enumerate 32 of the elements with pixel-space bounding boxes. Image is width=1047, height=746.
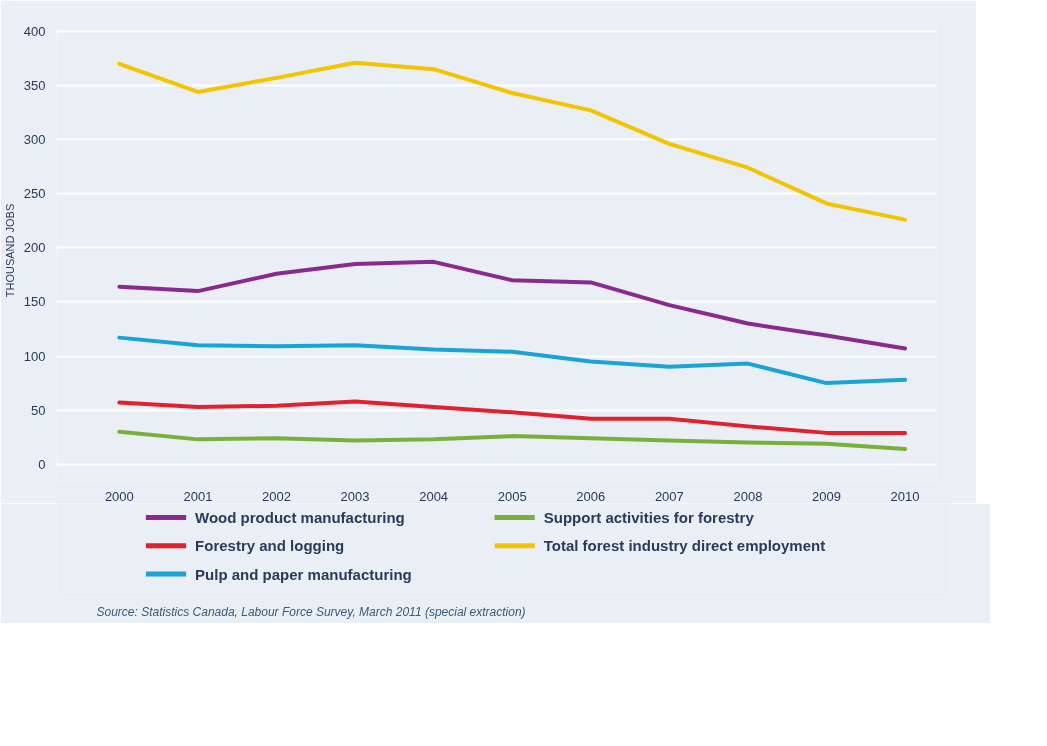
y-tick-label: 300: [23, 132, 46, 148]
line-series: [117, 60, 908, 222]
x-tick-label: 2006: [576, 488, 606, 504]
x-tick-label: 2001: [183, 488, 213, 504]
x-tick-label: 2007: [654, 488, 684, 504]
y-tick-label: 250: [23, 186, 46, 202]
y-axis-title: THOUSAND JOBS: [3, 203, 16, 298]
source-note: Source: Statistics Canada, Labour Force Survey, March 2011 (special extraction): [96, 604, 526, 619]
legend-label: Forestry and logging: [195, 537, 345, 555]
x-tick-label: 2008: [733, 488, 763, 504]
line-series: [117, 335, 908, 386]
line-series: [117, 429, 908, 452]
x-tick-label: 2003: [340, 488, 370, 504]
x-tick-label: 2004: [419, 488, 449, 504]
legend-label: Total forest industry direct employment: [543, 537, 826, 555]
x-tick-label: 2009: [812, 488, 841, 504]
y-tick-label: 50: [31, 402, 46, 418]
y-tick-label: 200: [23, 240, 46, 256]
line-series: [117, 259, 908, 351]
legend-label: Pulp and paper manufacturing: [195, 565, 412, 583]
x-tick-label: 2005: [497, 488, 527, 504]
legend-label: Support activities for forestry: [543, 509, 755, 527]
y-tick-label: 150: [23, 294, 46, 310]
y-tick-label: 400: [23, 23, 46, 39]
y-tick-label: 0: [38, 456, 46, 472]
y-tick-label: 350: [23, 77, 46, 93]
x-tick-label: 2010: [890, 488, 920, 504]
line-series: [117, 399, 908, 435]
legend-label: Wood product manufacturing: [195, 509, 405, 527]
x-tick-label: 2002: [262, 488, 291, 504]
x-tick-label: 2000: [104, 488, 134, 504]
y-tick-label: 100: [23, 348, 46, 364]
